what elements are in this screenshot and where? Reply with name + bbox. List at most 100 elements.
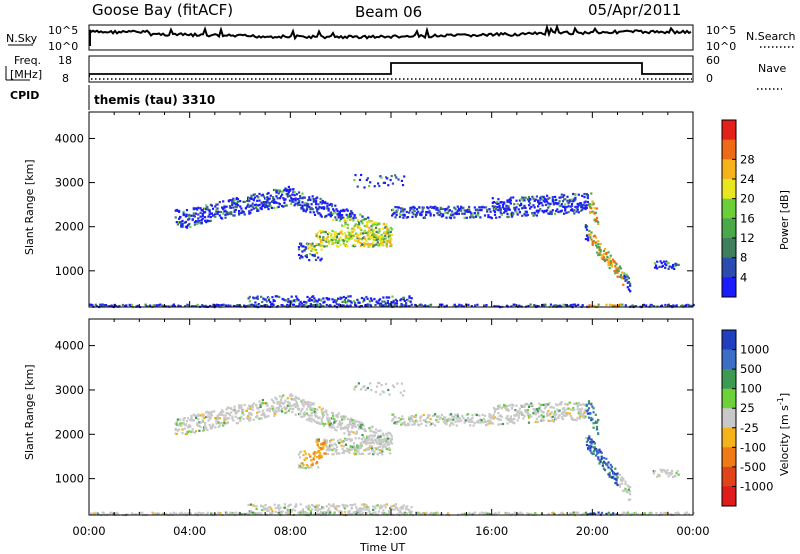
- velocity-cell: [211, 423, 215, 426]
- velocity-cell: [346, 505, 349, 508]
- power-cell: [190, 305, 194, 308]
- velocity-cell: [305, 463, 308, 467]
- power-cell: [335, 236, 339, 239]
- velocity-cell: [340, 511, 343, 514]
- power-cell: [272, 303, 275, 306]
- power-cell: [587, 204, 591, 207]
- velocity-cell: [511, 512, 514, 516]
- power-cell: [173, 305, 177, 308]
- power-cell: [347, 239, 350, 242]
- velocity-cell: [225, 412, 228, 415]
- power-cell: [308, 206, 311, 209]
- power-cell: [321, 200, 324, 203]
- power-cell: [317, 207, 320, 211]
- velocity-cell: [546, 412, 549, 415]
- power-cell: [282, 190, 285, 193]
- power-cell: [656, 267, 659, 270]
- power-cell: [665, 264, 668, 267]
- power-cell: [302, 245, 305, 248]
- velocity-cell: [332, 503, 335, 506]
- power-cell: [395, 213, 398, 217]
- velocity-cell: [410, 510, 413, 513]
- power-cell: [548, 204, 551, 208]
- velocity-cell: [587, 447, 590, 450]
- power-cell: [182, 212, 185, 215]
- velocity-cell: [377, 436, 380, 439]
- power-cell: [366, 234, 369, 237]
- power-cell: [100, 304, 103, 307]
- power-cell: [311, 242, 314, 245]
- power-cell: [515, 199, 518, 202]
- velocity-cell: [600, 455, 603, 458]
- power-cell: [486, 210, 489, 213]
- velocity-cell: [214, 426, 217, 429]
- power-cell: [248, 205, 251, 208]
- power-cell: [244, 207, 247, 210]
- velocity-cell: [493, 410, 497, 414]
- power-cell: [543, 200, 546, 203]
- power-cell: [631, 304, 634, 307]
- power-cell: [348, 232, 351, 235]
- velocity-cell: [343, 510, 346, 513]
- power-cell: [451, 210, 454, 213]
- power-cell: [318, 206, 321, 209]
- power-cell: [294, 202, 297, 205]
- velocity-cell: [566, 411, 569, 415]
- power-cell: [337, 241, 340, 244]
- power-cell: [326, 238, 329, 241]
- velocity-cell: [508, 420, 511, 423]
- power-cell: [576, 208, 579, 211]
- velocity-cell: [626, 491, 629, 494]
- velocity-cell: [135, 513, 138, 516]
- velocity-cell: [589, 449, 592, 452]
- velocity-cell: [607, 461, 610, 464]
- velocity-cell: [577, 412, 580, 415]
- power-cell: [193, 207, 196, 210]
- velocity-cell: [283, 506, 286, 509]
- power-cell: [356, 219, 360, 222]
- power-cell: [188, 213, 191, 216]
- velocity-cell: [361, 423, 364, 427]
- power-cell: [445, 216, 448, 219]
- power-cell: [378, 222, 381, 225]
- power-cell: [668, 265, 671, 268]
- power-cell: [573, 212, 576, 215]
- velocity-cell: [497, 412, 500, 415]
- power-cell: [296, 204, 300, 207]
- velocity-cell: [333, 442, 336, 445]
- velocity-cell: [322, 424, 326, 427]
- velocity-cell: [249, 407, 252, 410]
- power-cell: [371, 229, 374, 232]
- velocity-cell: [446, 512, 450, 515]
- velocity-cell: [392, 386, 396, 389]
- velocity-cell: [255, 507, 258, 511]
- velocity-cell: [479, 421, 482, 424]
- velocity-cell: [560, 412, 563, 415]
- power-cell: [624, 279, 627, 282]
- noise-sky-line: [89, 23, 692, 46]
- velocity-cell: [359, 425, 362, 428]
- velocity-cell: [584, 415, 587, 418]
- power-cell: [414, 215, 417, 218]
- velocity-cell: [375, 448, 378, 451]
- velocity-cell: [600, 511, 604, 514]
- power-cell: [505, 207, 508, 210]
- velocity-cell: [507, 408, 510, 411]
- velocity-cell: [199, 414, 202, 417]
- velocity-cell: [522, 417, 525, 420]
- power-cell: [377, 244, 380, 247]
- power-cell: [523, 199, 526, 202]
- velocity-cell: [530, 415, 533, 418]
- vel-cbar-swatch: [722, 486, 736, 507]
- power-cell: [94, 303, 97, 306]
- nave-tick-bottom: 0: [706, 72, 713, 85]
- velocity-cell: [288, 407, 292, 410]
- power-cell: [350, 215, 353, 218]
- power-cell: [372, 228, 375, 231]
- velocity-cell: [457, 420, 460, 423]
- power-cell: [313, 304, 316, 307]
- velocity-cell: [480, 421, 483, 424]
- power-cell: [442, 213, 445, 216]
- velocity-cell: [322, 506, 325, 509]
- velocity-cell: [235, 511, 238, 514]
